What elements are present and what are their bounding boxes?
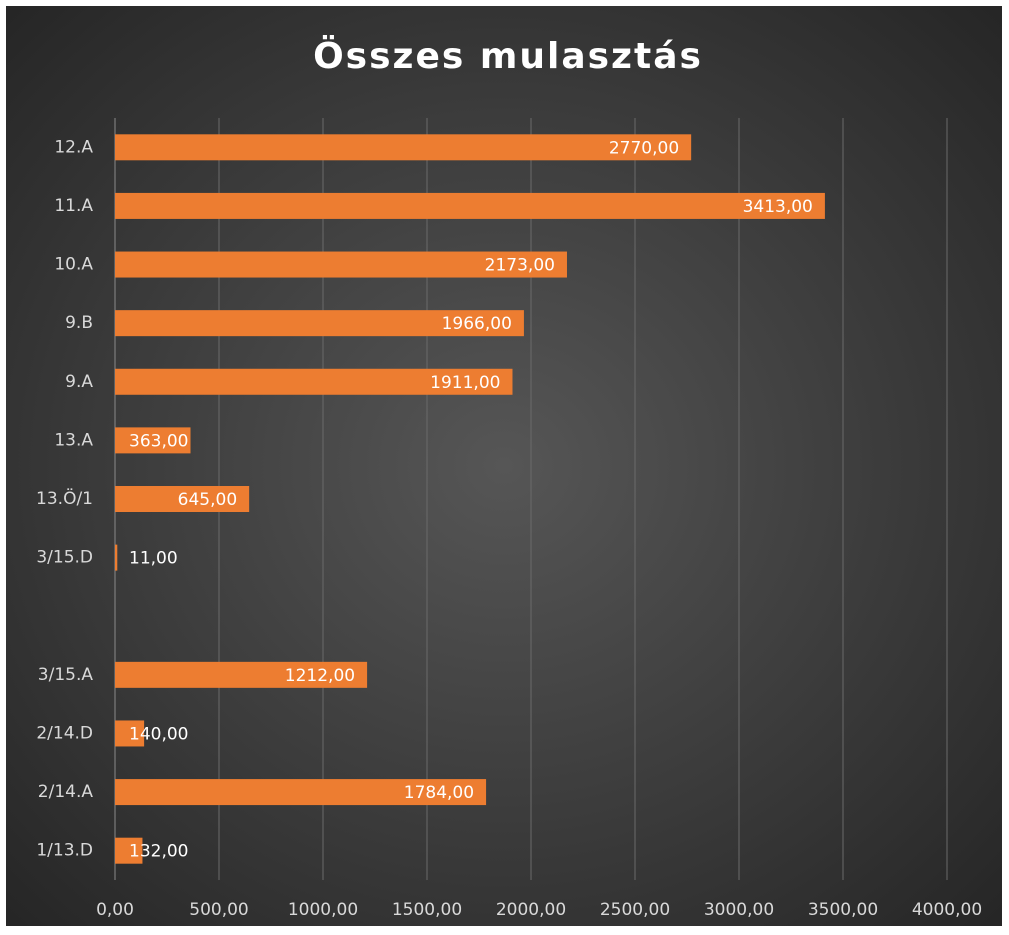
x-tick-label: 500,00 xyxy=(189,900,248,920)
data-label: 11,00 xyxy=(129,549,178,569)
x-tick-label: 4000,00 xyxy=(912,900,982,920)
bar xyxy=(115,486,250,512)
x-tick-label: 3000,00 xyxy=(704,900,774,920)
data-label: 3413,00 xyxy=(743,197,813,217)
y-tick-label: 12.A xyxy=(54,137,93,157)
data-label: 363,00 xyxy=(129,431,188,451)
data-label: 132,00 xyxy=(129,842,188,862)
bar xyxy=(115,779,487,806)
data-label: 2770,00 xyxy=(609,138,679,158)
bar xyxy=(115,544,118,571)
data-label: 140,00 xyxy=(129,724,188,744)
chart-title: Összes mulasztás xyxy=(313,35,703,77)
bar xyxy=(115,837,143,864)
bar xyxy=(115,427,191,454)
data-label: 1966,00 xyxy=(442,314,512,334)
data-label: 1911,00 xyxy=(430,373,500,393)
bar xyxy=(115,134,692,161)
y-tick-label: 1/13.D xyxy=(36,841,93,861)
bar xyxy=(115,368,513,395)
x-tick-label: 0,00 xyxy=(96,900,134,920)
y-tick-label: 11.A xyxy=(54,196,93,216)
y-tick-label: 3/15.A xyxy=(38,665,94,685)
y-tick-label: 3/15.D xyxy=(36,548,93,568)
bar xyxy=(115,661,368,688)
data-label: 2173,00 xyxy=(485,256,555,276)
x-tick-label: 3500,00 xyxy=(808,900,878,920)
y-tick-label: 9.A xyxy=(65,372,93,392)
bar xyxy=(115,310,524,337)
y-tick-label: 9.B xyxy=(65,313,93,333)
bar xyxy=(115,251,567,278)
data-label: 1784,00 xyxy=(404,783,474,803)
data-label: 645,00 xyxy=(178,490,237,510)
y-tick-label: 13.Ö/1 xyxy=(36,487,93,509)
x-tick-label: 1500,00 xyxy=(392,900,462,920)
x-tick-label: 1000,00 xyxy=(288,900,358,920)
x-tick-label: 2500,00 xyxy=(600,900,670,920)
y-tick-label: 10.A xyxy=(54,255,93,275)
bar xyxy=(115,720,145,747)
y-tick-label: 2/14.D xyxy=(36,723,93,743)
x-tick-label: 2000,00 xyxy=(496,900,566,920)
y-tick-label: 13.A xyxy=(54,430,93,450)
y-tick-label: 2/14.A xyxy=(38,782,94,802)
bar xyxy=(115,192,825,219)
data-label: 1212,00 xyxy=(285,666,355,686)
